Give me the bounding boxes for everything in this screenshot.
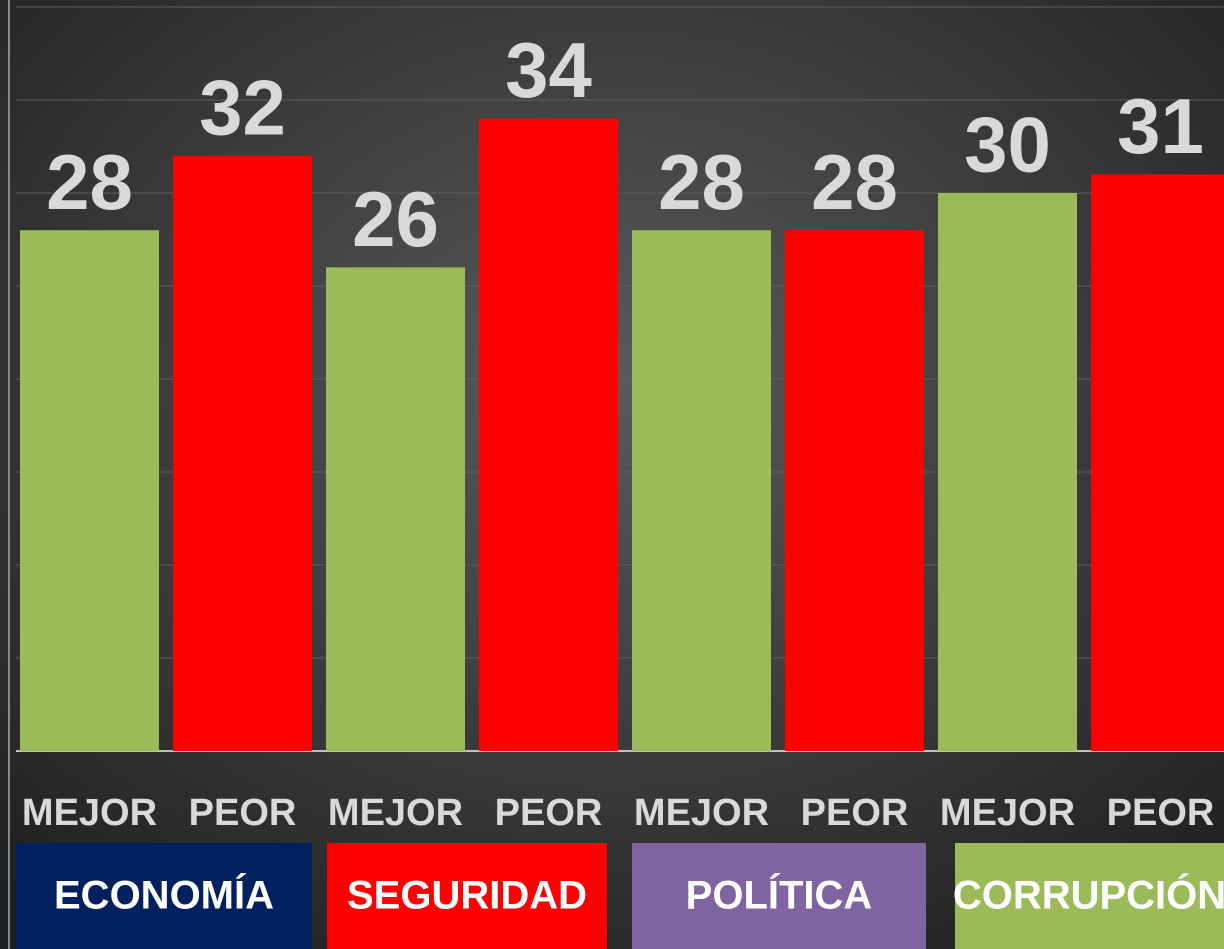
group-box	[327, 843, 607, 949]
bar	[479, 118, 618, 752]
group-label: CORRUPCIÓN	[953, 872, 1224, 918]
x-tick-label: PEOR	[189, 792, 297, 834]
group-label: POLÍTICA	[686, 873, 873, 918]
bar	[20, 230, 159, 751]
group-box	[16, 843, 312, 949]
group-box	[955, 843, 1224, 949]
group-label: ECONOMÍA	[54, 873, 274, 918]
x-tick-label: MEJOR	[22, 792, 157, 834]
bar	[173, 155, 312, 752]
x-tick-label: MEJOR	[634, 792, 769, 834]
value-label: 28	[811, 138, 898, 226]
x-tick-label: PEOR	[801, 792, 909, 834]
bar	[938, 193, 1077, 751]
value-label: 26	[352, 175, 439, 263]
value-label: 32	[199, 63, 286, 151]
value-label: 31	[1117, 82, 1204, 170]
group-label: SEGURIDAD	[347, 874, 587, 918]
x-tick-label: PEOR	[1107, 792, 1215, 834]
value-label: 28	[46, 138, 133, 226]
x-tick-label: PEOR	[495, 792, 603, 834]
bar	[326, 267, 465, 751]
bar	[785, 230, 924, 751]
value-label: 30	[964, 101, 1051, 189]
bar	[1091, 174, 1224, 751]
value-label: 34	[505, 26, 592, 114]
x-tick-label: MEJOR	[940, 792, 1075, 834]
bar	[632, 230, 771, 751]
x-tick-label: MEJOR	[328, 792, 463, 834]
group-box	[632, 843, 926, 949]
value-label: 28	[658, 138, 745, 226]
